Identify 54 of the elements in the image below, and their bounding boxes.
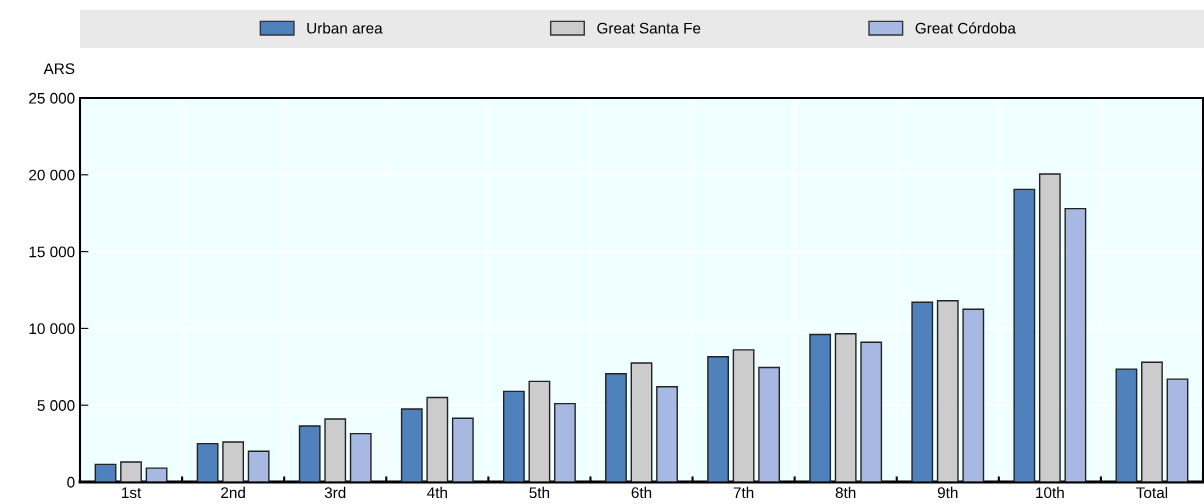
bar — [860, 341, 883, 482]
bar — [1141, 361, 1163, 482]
x-tick-label: 6th — [631, 486, 652, 499]
bar — [451, 417, 474, 482]
bar — [426, 396, 449, 482]
x-tick-label: 4th — [427, 486, 447, 499]
bar — [605, 373, 627, 482]
y-axis-title: ARS — [43, 63, 75, 75]
legend-label: Great Santa Fe — [597, 22, 701, 34]
bar — [809, 333, 832, 482]
y-tick-label: 15 000 — [29, 246, 75, 258]
bar — [834, 333, 857, 482]
bar — [324, 418, 347, 482]
bar — [962, 308, 985, 482]
bar — [247, 450, 270, 482]
bar — [554, 402, 576, 482]
bar — [707, 356, 729, 482]
bar — [145, 467, 168, 482]
bar — [400, 408, 423, 482]
x-tick-label: 3rd — [324, 486, 346, 499]
bar — [298, 425, 321, 482]
bar — [502, 390, 525, 482]
bar — [94, 463, 117, 482]
bar — [1013, 188, 1036, 482]
bar — [911, 301, 934, 482]
x-tick-label: 8th — [835, 486, 856, 499]
legend-label: Great Córdoba — [915, 22, 1016, 34]
bar — [1166, 378, 1189, 482]
y-tick-label: 10 000 — [29, 323, 75, 335]
bar — [1064, 207, 1087, 482]
x-tick-label: 10th — [1036, 486, 1064, 499]
x-tick-label: Total — [1136, 486, 1168, 499]
bar — [120, 461, 142, 482]
bar — [1115, 368, 1138, 482]
x-tick-label: 5th — [529, 486, 550, 499]
y-tick-label: 0 — [67, 476, 75, 488]
bar — [656, 386, 678, 482]
x-tick-label: 7th — [733, 486, 754, 499]
x-tick-label: 1st — [122, 487, 142, 499]
y-tick-label: 25 000 — [29, 92, 75, 104]
bar — [732, 349, 755, 482]
bar — [528, 380, 551, 482]
bar — [630, 362, 653, 482]
bar — [196, 442, 219, 482]
bar — [936, 300, 959, 482]
bar — [349, 432, 372, 482]
bar — [1038, 173, 1061, 482]
y-tick-label: 5 000 — [37, 400, 75, 411]
x-tick-label: 2nd — [221, 486, 245, 499]
legend-label: Urban area — [307, 22, 383, 34]
bar — [222, 441, 245, 482]
bar — [758, 366, 781, 482]
y-tick-label: 20 000 — [29, 169, 75, 181]
x-tick-label: 9th — [937, 486, 958, 499]
